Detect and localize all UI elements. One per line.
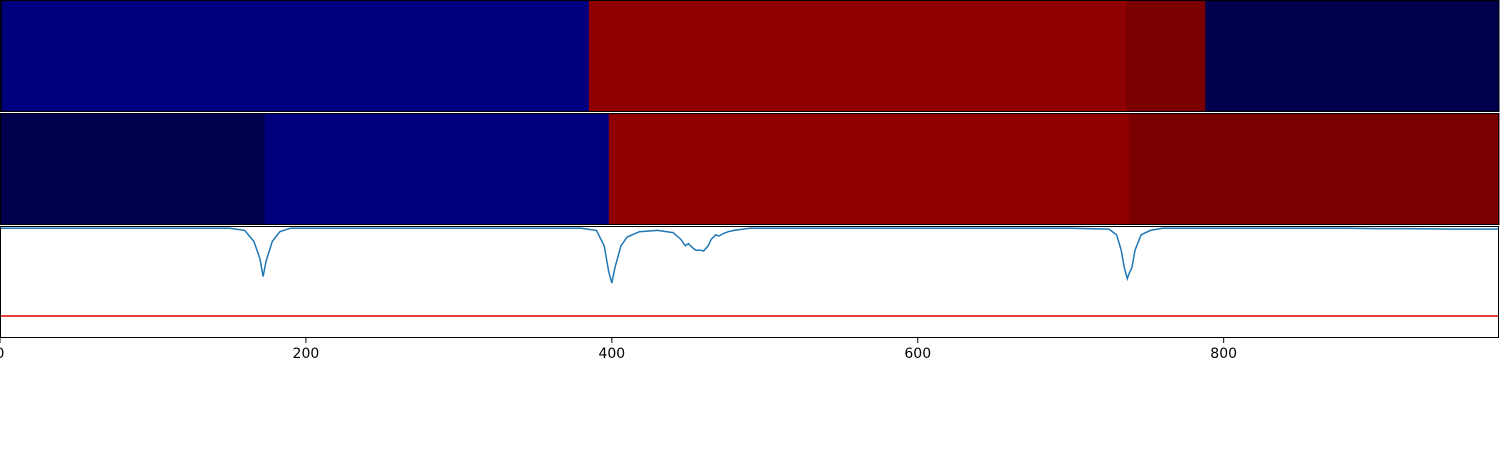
heatmap-cell [0,0,4,112]
axes-border [0,113,1499,225]
heatmap-cell [588,0,1127,112]
axes-frame [0,0,1499,338]
heatmap-rows [0,0,1500,225]
line-panel [0,226,1499,338]
x-tick-label: 0 [0,346,4,362]
x-tick-label: 400 [598,346,625,362]
heatmap-cell [1128,113,1500,225]
heatmap-row-2 [0,113,1500,225]
heatmap-cell [264,113,610,225]
x-axis: 0 200 400 600 800 [0,338,1237,362]
axes-border [0,0,1499,112]
heatmap-cell [1125,0,1206,112]
axes-border [0,226,1499,338]
heatmap-cell [0,113,266,225]
line-panel-background [0,226,1499,338]
x-tick-label: 800 [1210,346,1237,362]
x-tick-label: 600 [904,346,931,362]
heatmap-cell [1205,0,1500,112]
heatmap-row-1 [0,0,1500,112]
heatmap-cell [3,0,590,112]
series-line [0,227,1499,284]
heatmap-cell [608,113,1130,225]
x-tick-label: 200 [293,346,320,362]
